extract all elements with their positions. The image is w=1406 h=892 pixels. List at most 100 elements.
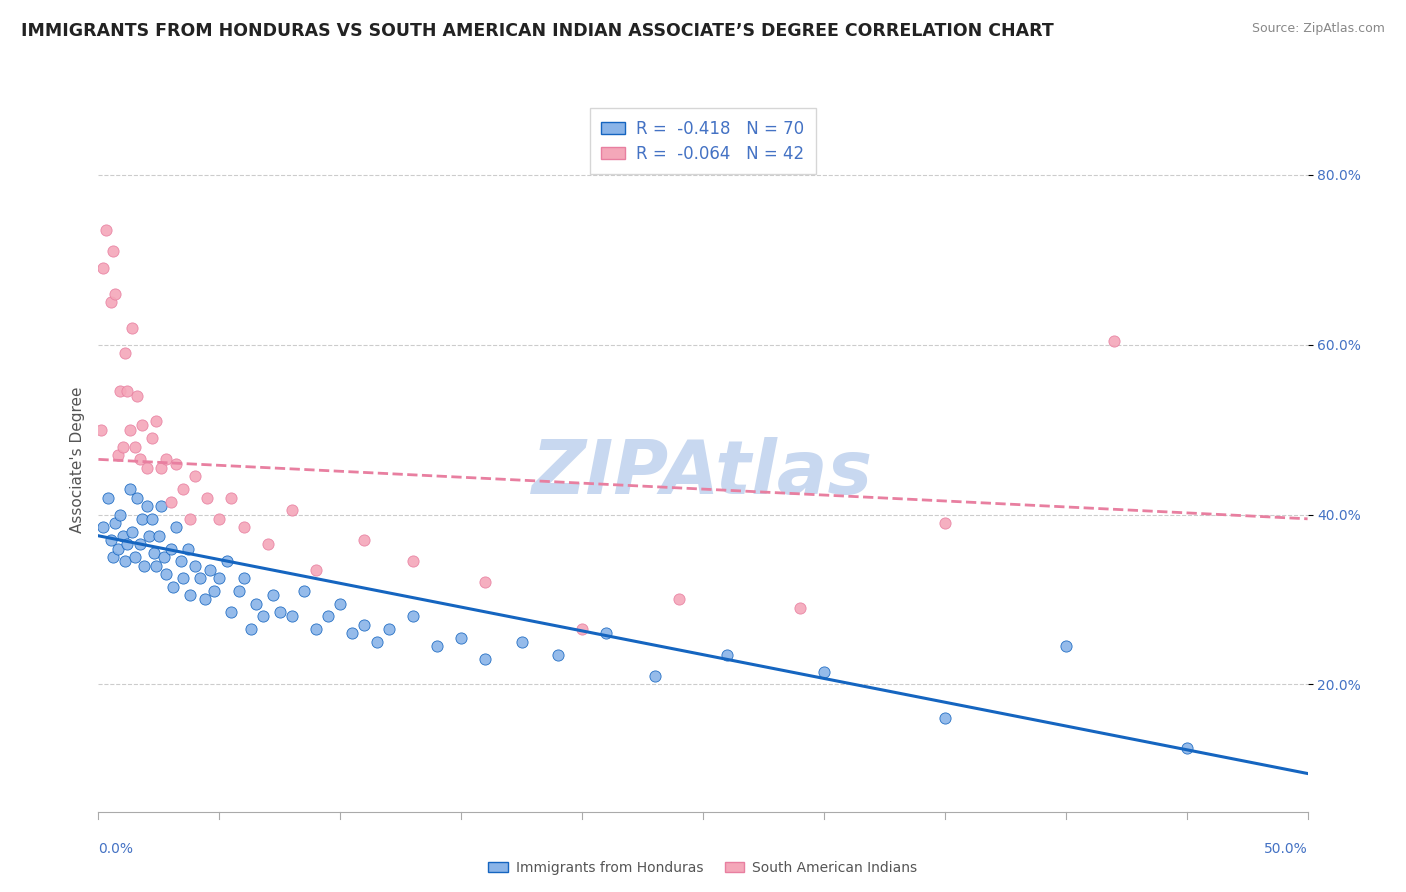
Text: IMMIGRANTS FROM HONDURAS VS SOUTH AMERICAN INDIAN ASSOCIATE’S DEGREE CORRELATION: IMMIGRANTS FROM HONDURAS VS SOUTH AMERIC… [21,22,1054,40]
Point [121,320,143,334]
Point [934,711,956,725]
Point [141,431,163,445]
Point [221,605,243,619]
Point [91,261,114,276]
Point [155,452,177,467]
Point [450,631,472,645]
Y-axis label: Associate's Degree: Associate's Degree [69,386,84,533]
Point [131,418,153,433]
Point [366,635,388,649]
Point [152,549,174,564]
Point [510,635,533,649]
Point [195,491,218,505]
Point [117,537,139,551]
Point [329,597,352,611]
Point [172,482,194,496]
Point [305,563,328,577]
Point [228,584,250,599]
Text: 0.0%: 0.0% [98,842,134,856]
Point [148,529,170,543]
Point [138,529,160,543]
Point [198,563,221,577]
Point [342,626,364,640]
Point [252,609,274,624]
Point [426,639,449,653]
Point [789,601,811,615]
Point [208,512,231,526]
Point [571,622,593,636]
Point [124,440,146,454]
Point [160,495,183,509]
Point [94,223,117,237]
Point [245,597,267,611]
Point [101,549,124,564]
Point [104,286,127,301]
Point [143,546,166,560]
Point [256,537,278,551]
Point [305,622,328,636]
Point [1102,334,1125,348]
Point [215,554,238,568]
Point [114,554,136,568]
Point [165,457,187,471]
Point [402,609,425,624]
Point [595,626,617,640]
Point [934,516,956,530]
Point [90,423,112,437]
Point [316,609,339,624]
Point [127,491,149,505]
Point [124,549,146,564]
Point [377,622,399,636]
Point [474,652,496,666]
Point [100,295,122,310]
Point [1054,639,1077,653]
Point [353,533,375,547]
Point [184,558,207,573]
Point [155,566,177,581]
Point [101,244,124,259]
Point [97,491,120,505]
Point [145,558,167,573]
Text: 50.0%: 50.0% [1264,842,1308,856]
Legend: R =  -0.418   N = 70, R =  -0.064   N = 42: R = -0.418 N = 70, R = -0.064 N = 42 [589,108,817,174]
Point [160,541,183,556]
Point [179,512,201,526]
Point [269,605,291,619]
Point [281,503,304,517]
Point [141,512,163,526]
Point [118,423,141,437]
Point [281,609,304,624]
Point [135,499,157,513]
Point [108,384,131,399]
Point [353,618,375,632]
Point [128,537,150,551]
Point [547,648,569,662]
Point [221,491,243,505]
Point [668,592,690,607]
Point [108,508,131,522]
Point [162,580,184,594]
Point [118,482,141,496]
Point [194,592,217,607]
Point [145,414,167,428]
Point [100,533,122,547]
Point [165,520,187,534]
Point [114,346,136,360]
Point [184,469,207,483]
Point [134,558,156,573]
Point [239,622,262,636]
Point [117,384,139,399]
Point [107,541,129,556]
Point [232,571,254,585]
Point [150,499,173,513]
Point [179,588,201,602]
Point [172,571,194,585]
Point [111,440,134,454]
Point [813,665,835,679]
Legend: Immigrants from Honduras, South American Indians: Immigrants from Honduras, South American… [482,855,924,880]
Point [208,571,231,585]
Point [232,520,254,534]
Point [104,516,127,530]
Point [292,584,315,599]
Point [91,520,114,534]
